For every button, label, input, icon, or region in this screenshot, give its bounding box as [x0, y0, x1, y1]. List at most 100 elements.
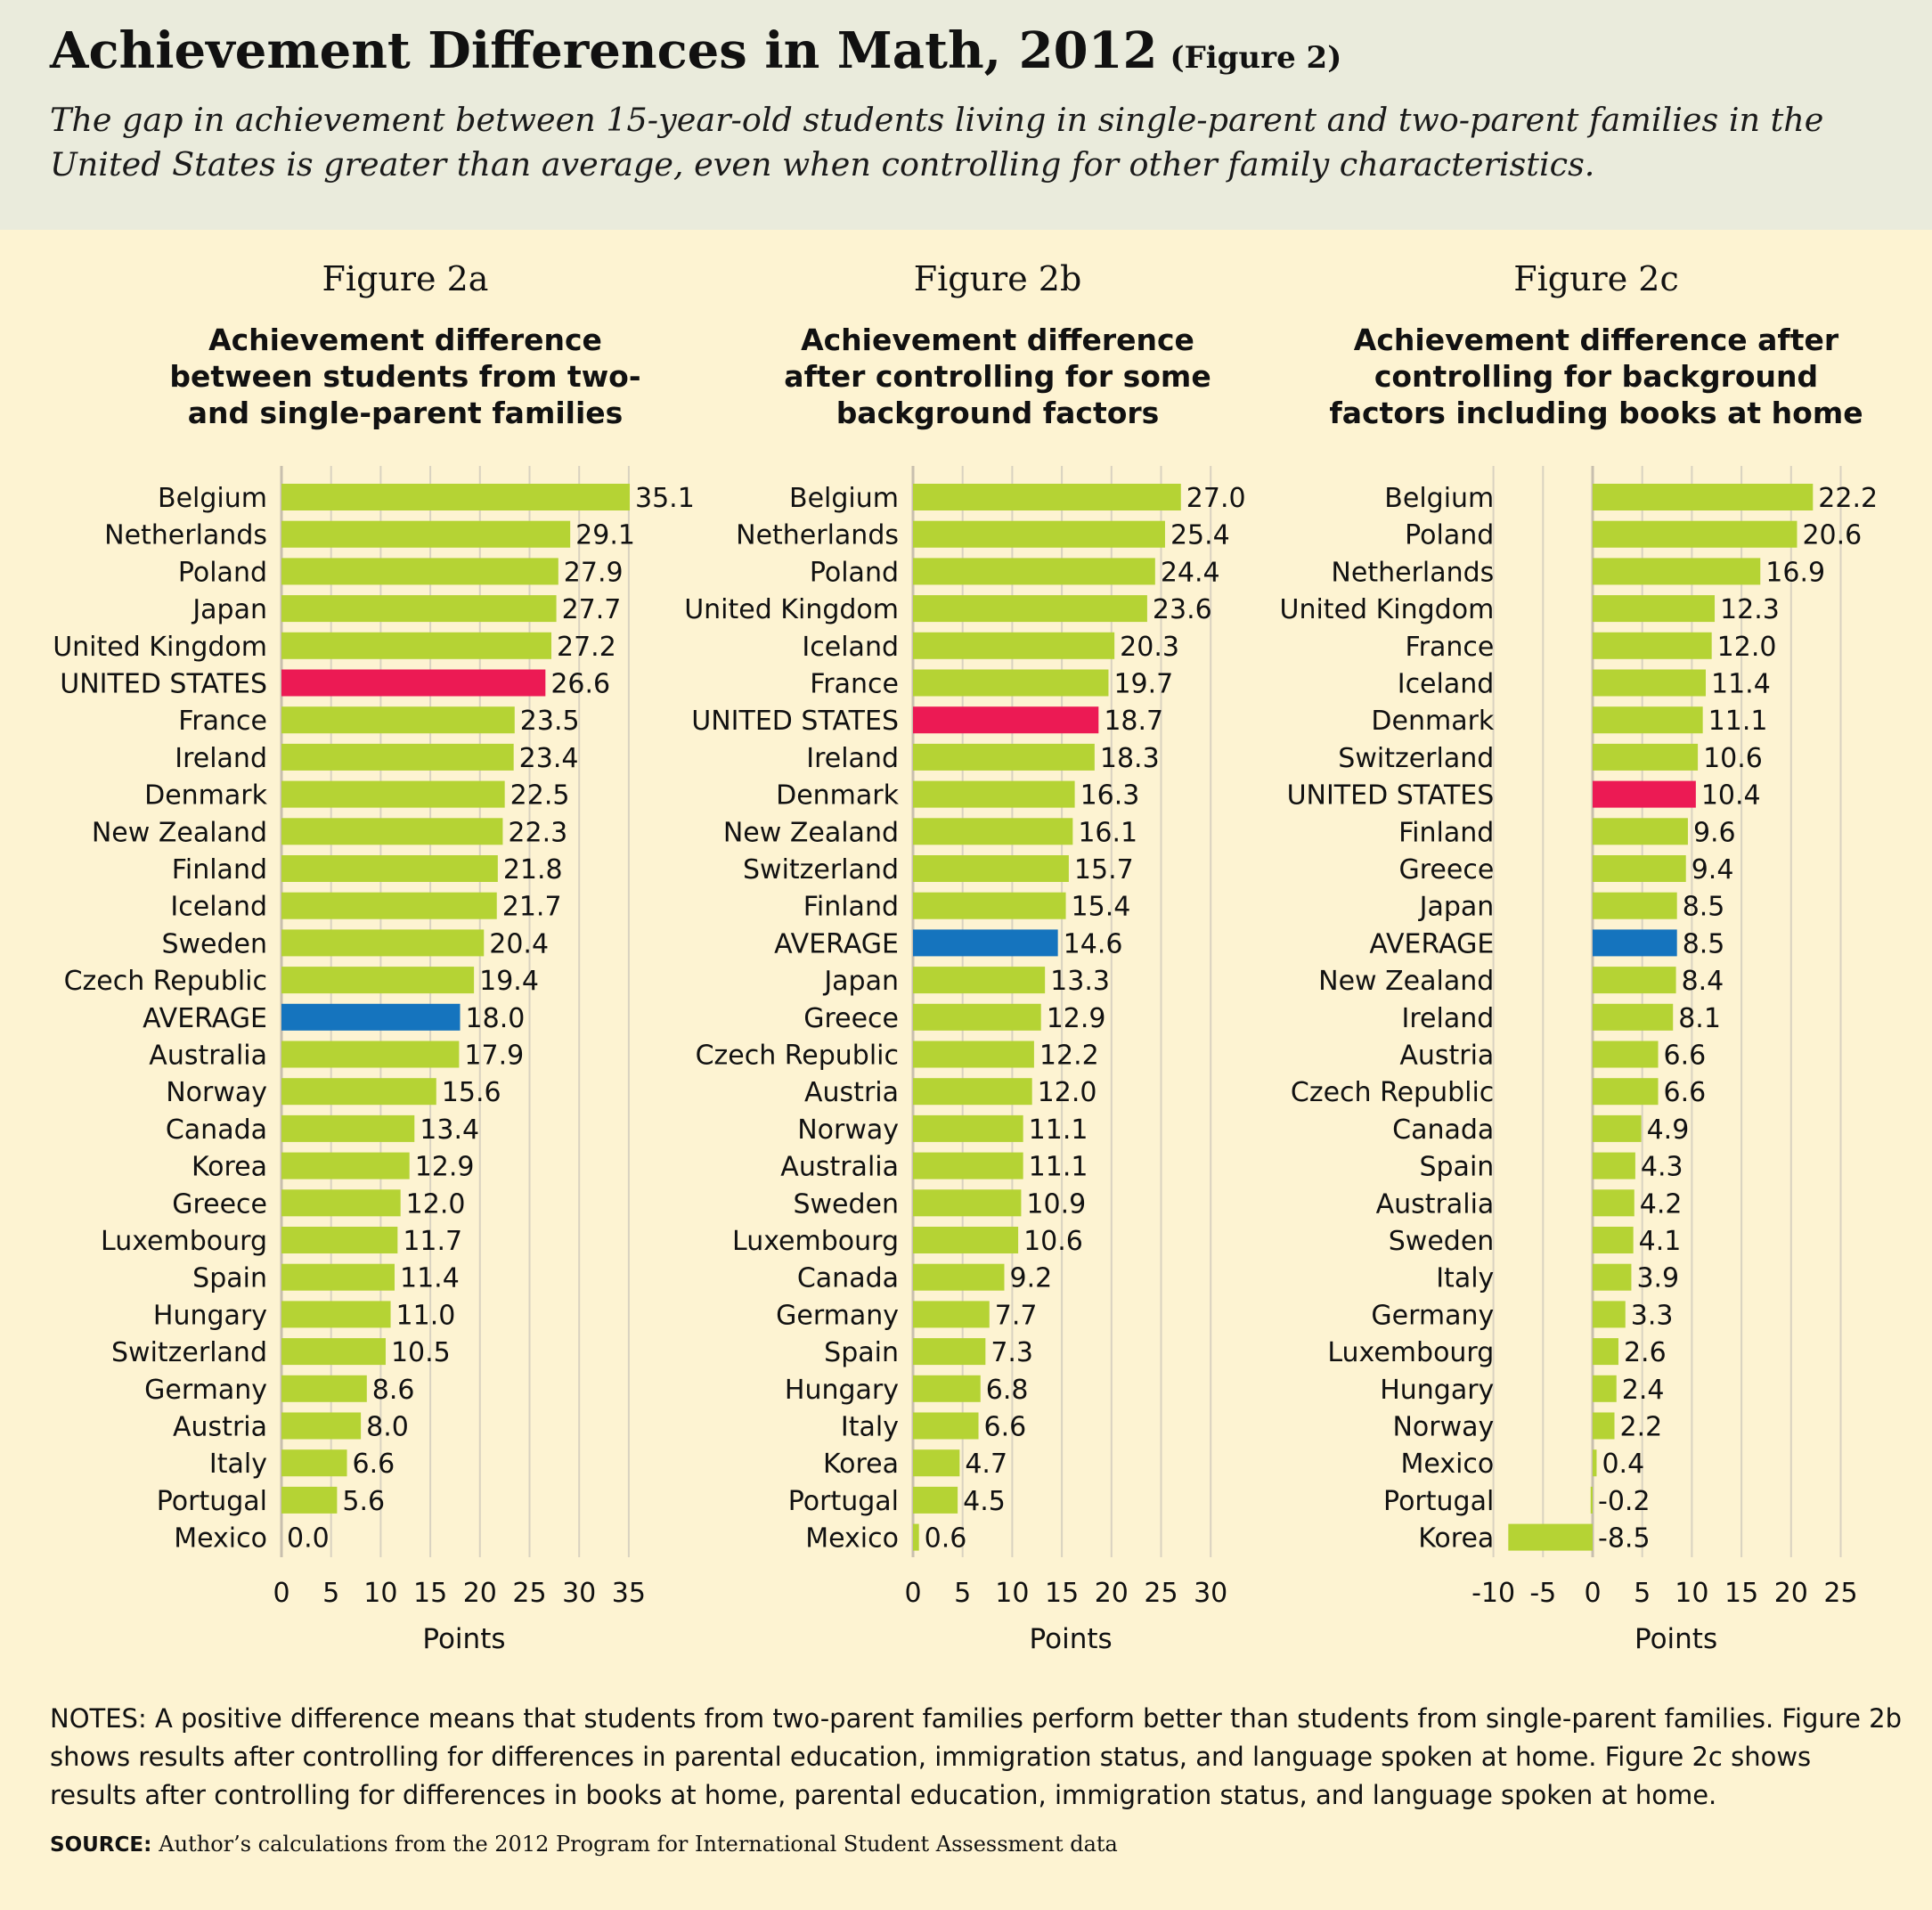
- category-label: Italy: [841, 1412, 899, 1443]
- bar-france: [281, 706, 515, 734]
- tick-label: 5: [322, 1578, 339, 1609]
- value-label: 2.4: [1622, 1375, 1665, 1406]
- tick-label: 15: [1045, 1578, 1079, 1609]
- value-label: 11.1: [1708, 706, 1768, 737]
- value-label: 11.0: [396, 1300, 456, 1331]
- panel-title-line: and single-parent families: [188, 396, 624, 430]
- page-subtitle: The gap in achievement between 15-year-o…: [50, 101, 1824, 184]
- category-label: Germany: [1371, 1300, 1494, 1331]
- figure-name-2: Figure 2b: [914, 259, 1082, 298]
- panel-title-line: controlling for background: [1374, 359, 1818, 394]
- x-axis-label: Points: [1634, 1623, 1717, 1655]
- bar-greece: [913, 1003, 1041, 1031]
- value-label: 12.3: [1720, 594, 1780, 625]
- bar-average: [1593, 929, 1677, 957]
- category-label: Switzerland: [111, 1337, 267, 1368]
- value-label: 9.4: [1692, 854, 1734, 886]
- category-label: AVERAGE: [774, 928, 899, 959]
- value-label: 12.9: [1047, 1003, 1106, 1034]
- value-label: 4.7: [965, 1449, 1007, 1480]
- value-label: 16.1: [1078, 817, 1137, 848]
- bar-sweden: [281, 929, 485, 957]
- bar-norway: [1593, 1412, 1615, 1440]
- tick-label: 20: [1774, 1578, 1808, 1609]
- bar-netherlands: [913, 520, 1165, 548]
- category-label: Greece: [803, 1003, 899, 1034]
- tick-label: 10: [995, 1578, 1029, 1609]
- value-label: 0.4: [1602, 1449, 1644, 1480]
- source: SOURCE: Author’s calculations from the 20…: [50, 1832, 1118, 1857]
- value-label: 9.6: [1693, 817, 1736, 848]
- bar-luxembourg: [913, 1227, 1019, 1253]
- category-label: Hungary: [153, 1300, 267, 1331]
- value-label: 10.4: [1701, 780, 1761, 812]
- value-label: 21.8: [503, 854, 563, 886]
- category-label: Switzerland: [743, 854, 899, 886]
- bar-spain: [913, 1338, 986, 1366]
- value-label: 20.3: [1120, 632, 1179, 663]
- bar-australia: [1593, 1189, 1634, 1217]
- bar-italy: [281, 1449, 347, 1477]
- tick-label: 0: [1584, 1578, 1601, 1609]
- category-label: AVERAGE: [1369, 928, 1494, 959]
- value-label: 12.0: [1717, 632, 1777, 663]
- value-label: 12.0: [1038, 1077, 1097, 1108]
- bar-denmark: [1593, 706, 1703, 734]
- tick-label: 10: [363, 1578, 397, 1609]
- panel-title-line: Achievement difference after: [1354, 322, 1839, 357]
- value-label: 10.9: [1026, 1188, 1086, 1220]
- bar-germany: [913, 1301, 990, 1328]
- value-label: 11.4: [400, 1263, 460, 1294]
- category-label: Spain: [824, 1337, 899, 1368]
- value-label: 6.6: [984, 1412, 1027, 1443]
- value-label: 22.3: [508, 817, 567, 848]
- value-label: 6.6: [1664, 1077, 1707, 1108]
- category-label: Netherlands: [736, 520, 899, 551]
- category-label: United Kingdom: [53, 632, 267, 663]
- tick-label: 25: [512, 1578, 546, 1609]
- value-label: 5.6: [342, 1486, 385, 1517]
- value-label: 22.2: [1818, 483, 1878, 514]
- category-label: Mexico: [805, 1523, 899, 1555]
- category-label: Australia: [149, 1041, 267, 1072]
- bar-japan: [1593, 892, 1677, 919]
- value-label: 24.4: [1161, 557, 1220, 588]
- bar-austria: [1593, 1041, 1659, 1068]
- bar-austria: [913, 1078, 1032, 1106]
- panel-title-line: after controlling for some: [784, 359, 1211, 394]
- bar-luxembourg: [1593, 1338, 1618, 1366]
- bar-ireland: [281, 743, 514, 771]
- category-label: Korea: [192, 1152, 267, 1183]
- tick-label: 20: [463, 1578, 497, 1609]
- value-label: 19.4: [479, 966, 539, 997]
- panel-title-line: Achievement difference: [801, 322, 1194, 357]
- category-label: Norway: [166, 1077, 267, 1108]
- category-label: Czech Republic: [64, 966, 267, 997]
- bar-czech-republic: [281, 967, 475, 994]
- tick-label: 25: [1823, 1578, 1857, 1609]
- bar-ireland: [913, 743, 1095, 771]
- value-label: 27.2: [557, 632, 616, 663]
- value-label: 16.9: [1765, 557, 1825, 588]
- category-label: Japan: [1418, 892, 1495, 923]
- category-label: Canada: [797, 1263, 899, 1294]
- category-label: Greece: [1399, 854, 1495, 886]
- value-label: 27.7: [562, 594, 622, 625]
- bar-poland: [281, 558, 558, 585]
- category-label: France: [810, 669, 899, 700]
- value-label: -8.5: [1598, 1523, 1651, 1555]
- category-label: Korea: [1418, 1523, 1494, 1555]
- bar-korea: [281, 1152, 410, 1179]
- category-label: Belgium: [789, 483, 899, 514]
- value-label: 7.3: [990, 1337, 1033, 1368]
- category-label: Belgium: [1384, 483, 1494, 514]
- bar-mexico: [913, 1523, 919, 1551]
- category-label: New Zealand: [1318, 966, 1494, 997]
- value-label: 14.6: [1064, 928, 1123, 959]
- value-label: 8.4: [1682, 966, 1724, 997]
- bar-canada: [1593, 1114, 1642, 1142]
- tick-label: -5: [1529, 1578, 1556, 1609]
- bar-poland: [1593, 520, 1797, 548]
- bar-france: [913, 669, 1109, 697]
